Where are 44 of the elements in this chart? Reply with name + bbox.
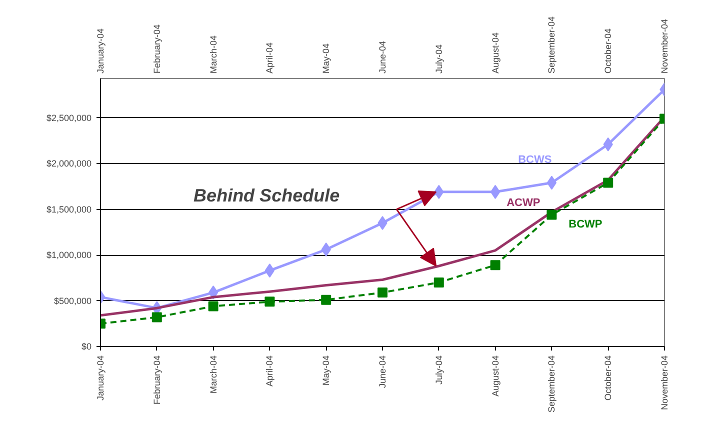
x-tick-label: November-04: [660, 18, 670, 74]
category-label: March-04: [208, 355, 218, 394]
point: [378, 288, 388, 298]
point: [434, 277, 444, 288]
x-tick-label: April-04: [264, 42, 275, 74]
point: [603, 178, 614, 188]
x-tick-label: October-04: [603, 28, 614, 74]
y-tick-label: $500,000: [54, 296, 92, 306]
x-tick-label: June-04: [378, 40, 388, 74]
x-tick-label: January-04: [96, 28, 106, 74]
x-tick-label: May-04: [321, 43, 332, 74]
category-label: April-04: [264, 355, 275, 387]
series-label: BCWS: [518, 154, 552, 166]
point: [546, 176, 557, 190]
point: [490, 184, 500, 199]
point: [152, 312, 162, 322]
category-label: November-04: [660, 355, 670, 410]
y-tick-label: $1,500,000: [46, 204, 92, 214]
series-label: BCWP: [568, 218, 602, 231]
category-label: September-04: [546, 355, 557, 413]
category-label: July-04: [434, 355, 444, 385]
point: [546, 210, 557, 220]
category-label: June-04: [378, 355, 388, 388]
y-tick-label: $2,500,000: [46, 112, 92, 123]
x-tick-label: August-04: [490, 32, 500, 74]
category-label: October-04: [603, 355, 614, 401]
category-label: February-04: [152, 355, 162, 405]
category-label: August-04: [490, 355, 500, 397]
point: [490, 260, 500, 270]
y-tick-label: $0: [81, 342, 92, 352]
x-tick-label: July-04: [434, 44, 444, 74]
annotation: Behind Schedule: [194, 186, 340, 206]
y-tick-label: $2,000,000: [46, 158, 92, 169]
point: [321, 294, 332, 305]
category-label: January-04: [96, 355, 106, 401]
point: [264, 264, 275, 278]
category-label: May-04: [321, 355, 332, 386]
x-tick-label: March-04: [208, 35, 218, 74]
x-tick-label: September-04: [546, 16, 557, 74]
point: [208, 301, 218, 312]
y-tick-label: $1,000,000: [46, 250, 92, 260]
series-label: ACWP: [506, 196, 540, 209]
point: [264, 296, 275, 307]
x-tick-label: February-04: [152, 24, 162, 74]
